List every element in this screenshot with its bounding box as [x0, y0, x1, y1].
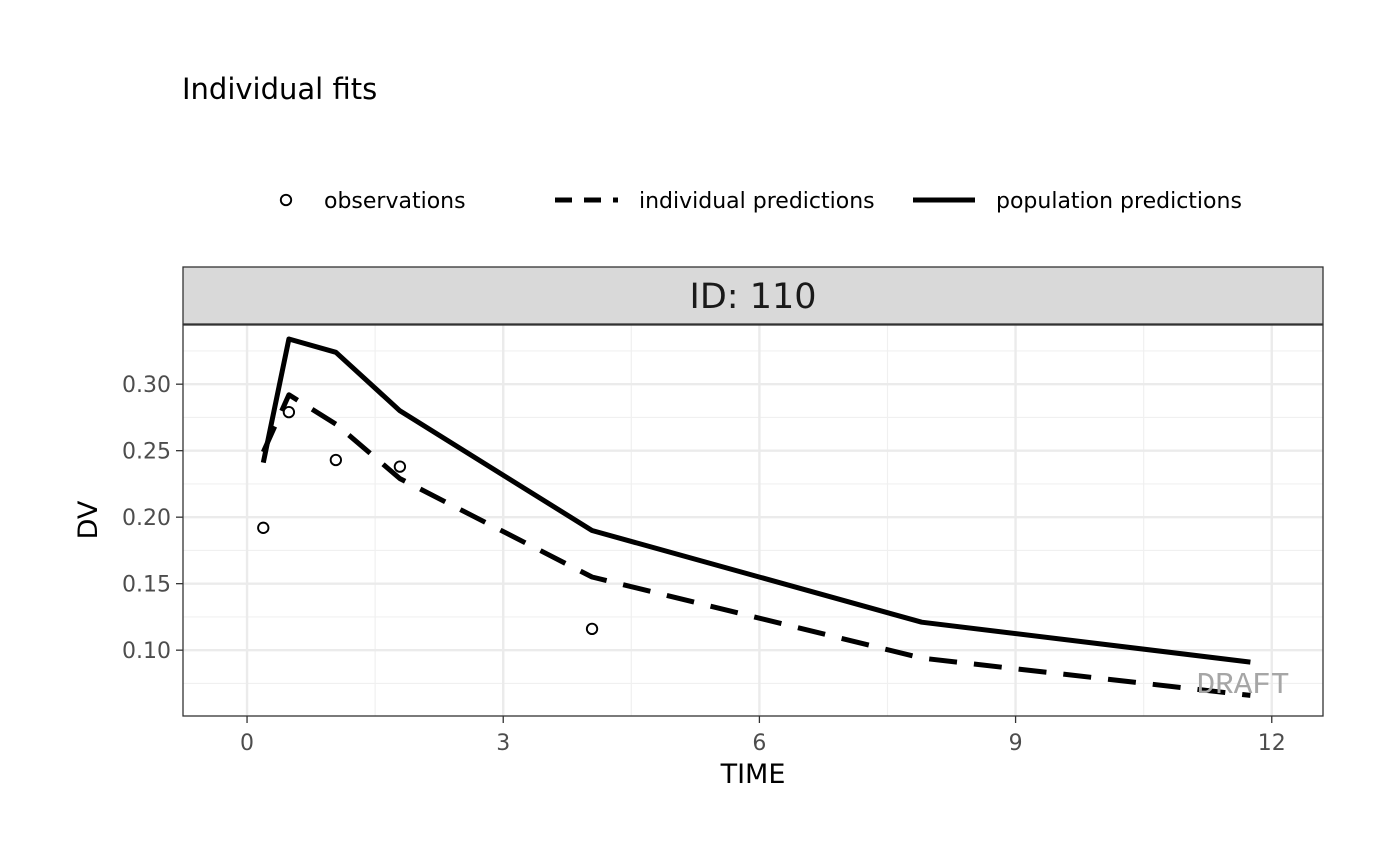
observation-point [257, 521, 270, 534]
y-axis: 0.10 0.15 0.20 0.25 0.30 [122, 373, 183, 664]
x-axis-title: TIME [720, 759, 786, 790]
chart-title: Individual fits [182, 72, 377, 106]
x-tick-label: 12 [1258, 731, 1286, 756]
x-tick-label: 6 [752, 731, 766, 756]
x-tick-label: 9 [1009, 731, 1023, 756]
legend: observations individual predictions popu… [279, 189, 1242, 214]
y-tick-label: 0.10 [122, 639, 171, 664]
observation-point [585, 622, 599, 636]
legend-label-population-predictions: population predictions [996, 189, 1242, 214]
observation-point [393, 460, 407, 473]
y-tick-label: 0.20 [122, 506, 171, 531]
facet-label: ID: 110 [690, 277, 817, 317]
legend-label-individual-predictions: individual predictions [639, 189, 875, 214]
x-tick-label: 0 [240, 731, 254, 756]
legend-label-observations: observations [324, 189, 466, 214]
y-tick-label: 0.15 [122, 573, 171, 598]
y-axis-title: DV [73, 500, 104, 539]
y-tick-label: 0.30 [122, 373, 171, 398]
population-predictions-line [260, 336, 1251, 665]
observation-point [329, 453, 343, 467]
x-tick-label: 3 [496, 731, 510, 756]
series-layer [257, 336, 1251, 698]
individual-predictions-line [261, 392, 1251, 698]
legend-key-observations [279, 193, 293, 207]
y-tick-label: 0.25 [122, 440, 171, 465]
watermark: DRAFT [1196, 668, 1289, 703]
observation-point [282, 405, 296, 419]
plot-border [182, 324, 1324, 717]
x-axis: 0 3 6 9 12 [240, 716, 1286, 756]
facet-strip [182, 266, 1324, 325]
